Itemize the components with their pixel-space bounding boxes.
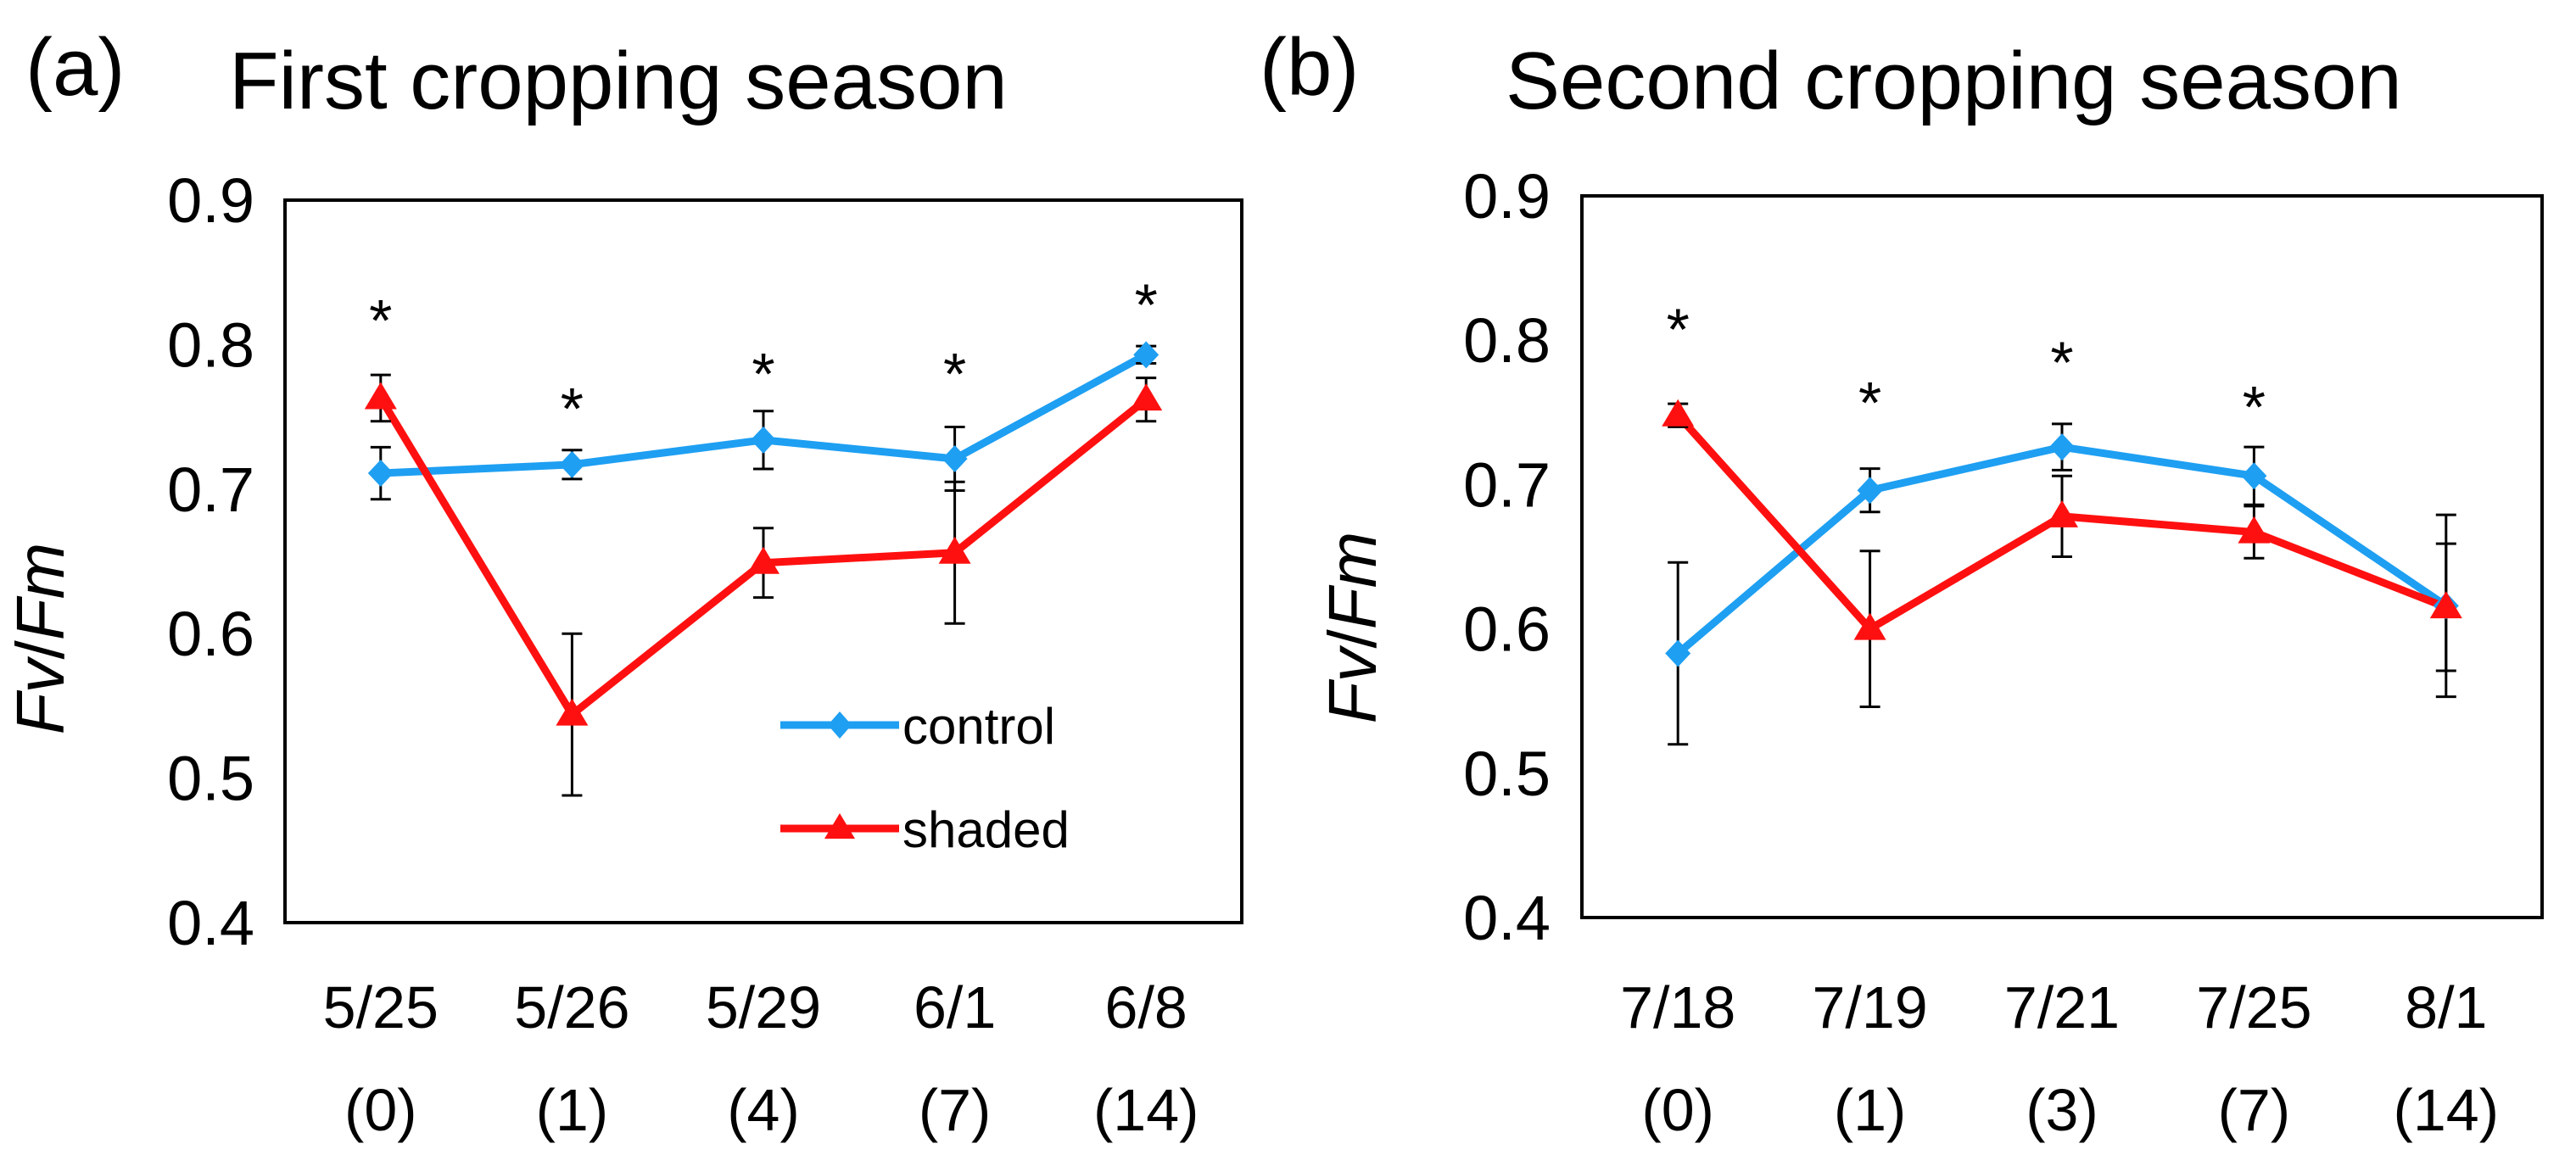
panel-a-x-sublabels: (0) (1) (4) (7) (14) xyxy=(344,1077,1199,1143)
panel-b-xtick-sublabel: (1) xyxy=(1834,1077,1907,1143)
panel-b-xtick-sublabel: (7) xyxy=(2218,1077,2291,1143)
panel-b-ytick-label: 0.6 xyxy=(1463,594,1551,665)
significance-asterisk: * xyxy=(2050,329,2073,395)
panel-a-y-ticks: 0.4 0.5 0.6 0.7 0.8 0.9 xyxy=(167,165,254,958)
panel-a-ytick-label: 0.8 xyxy=(167,310,254,380)
panel-b-ytick-label: 0.7 xyxy=(1463,449,1551,520)
panel-a-xtick-label: 5/29 xyxy=(706,974,821,1040)
panel-a-xtick-sublabel: (14) xyxy=(1093,1077,1199,1143)
panel-b-y-axis-label-separator: / xyxy=(1315,628,1390,648)
panel-b-ytick-label: 0.5 xyxy=(1463,739,1551,809)
panel-a-xtick-sublabel: (7) xyxy=(919,1077,992,1143)
control-point-marker xyxy=(2049,433,2075,460)
panel-b-x-sublabels: (0) (1) (3) (7) (14) xyxy=(1641,1077,2499,1143)
control-point-marker xyxy=(368,460,394,487)
control-point-marker xyxy=(559,451,584,478)
panel-b-series xyxy=(1662,399,2462,745)
panel-a-title: First cropping season xyxy=(229,36,1008,126)
significance-asterisk: * xyxy=(752,341,774,407)
panel-b-ytick-label: 0.4 xyxy=(1463,883,1551,953)
significance-asterisk: * xyxy=(1667,296,1690,362)
panel-b-significance-markers: * * * * xyxy=(1667,296,2266,440)
panel-a-y-axis-label-fv: Fv xyxy=(3,656,78,734)
panel-b-xtick-sublabel: (14) xyxy=(2394,1077,2499,1143)
panel-b-y-axis-label: Fv/Fm xyxy=(1315,532,1390,724)
panel-b-xtick-label: 7/25 xyxy=(2196,974,2311,1040)
legend-shaded-label: shaded xyxy=(902,801,1070,858)
panel-a-xtick-label: 6/1 xyxy=(914,974,996,1040)
panel-a-xtick-label: 6/8 xyxy=(1105,974,1187,1040)
legend-control-label: control xyxy=(902,698,1055,755)
panel-a-ytick-label: 0.5 xyxy=(167,744,254,814)
panel-a-xtick-label: 5/26 xyxy=(514,974,629,1040)
panel-a: (a) First cropping season Fv/Fm 0.4 0.5 … xyxy=(3,22,1242,1143)
panel-b-y-axis-label-fv: Fv xyxy=(1315,644,1390,723)
shaded-point-marker xyxy=(1662,399,1694,427)
panel-a-xtick-sublabel: (1) xyxy=(536,1077,609,1143)
panel-b-xtick-sublabel: (3) xyxy=(2026,1077,2098,1143)
shaded-point-marker xyxy=(1130,383,1162,410)
panel-b-y-axis-label-fm: Fm xyxy=(1315,532,1390,630)
panel-b: (b) Second cropping season Fv/Fm 0.4 0.5… xyxy=(1260,22,2542,1143)
panel-a-ytick-label: 0.9 xyxy=(167,165,254,236)
control-point-marker xyxy=(751,427,776,454)
panel-b-ytick-label: 0.8 xyxy=(1463,305,1551,376)
panel-a-ytick-label: 0.7 xyxy=(167,455,254,525)
significance-asterisk: * xyxy=(561,376,584,442)
panel-a-y-axis-label-fm: Fm xyxy=(3,543,78,641)
panel-a-xtick-sublabel: (4) xyxy=(727,1077,800,1143)
legend: control shaded xyxy=(780,698,1070,858)
panel-a-ytick-label: 0.4 xyxy=(167,888,254,958)
control-point-marker xyxy=(942,445,968,472)
panel-a-ytick-label: 0.6 xyxy=(167,599,254,669)
shaded-point-marker xyxy=(365,382,397,409)
panel-b-x-categories: 7/18 7/19 7/21 7/25 8/1 xyxy=(1620,974,2487,1040)
figure: (a) First cropping season Fv/Fm 0.4 0.5 … xyxy=(0,0,2576,1166)
panel-b-letter: (b) xyxy=(1260,22,1359,113)
panel-a-y-axis-label: Fv/Fm xyxy=(3,543,78,735)
significance-asterisk: * xyxy=(2243,374,2266,440)
panel-b-xtick-label: 7/21 xyxy=(2004,974,2120,1040)
panel-b-ytick-label: 0.9 xyxy=(1463,161,1551,232)
legend-control-diamond-icon xyxy=(828,711,852,739)
significance-asterisk: * xyxy=(369,287,392,354)
panel-a-xtick-sublabel: (0) xyxy=(344,1077,417,1143)
panel-b-xtick-label: 7/19 xyxy=(1812,974,1927,1040)
panel-b-xtick-sublabel: (0) xyxy=(1641,1077,1714,1143)
panel-b-xtick-label: 7/18 xyxy=(1620,974,1735,1040)
significance-asterisk: * xyxy=(943,341,966,407)
panel-a-y-axis-label-separator: / xyxy=(3,639,78,659)
panel-b-title: Second cropping season xyxy=(1506,36,2402,126)
panel-b-xtick-label: 8/1 xyxy=(2405,974,2487,1040)
panel-b-y-ticks: 0.4 0.5 0.6 0.7 0.8 0.9 xyxy=(1463,161,1551,953)
panel-a-letter: (a) xyxy=(25,22,125,113)
panel-a-xtick-label: 5/25 xyxy=(323,974,439,1040)
significance-asterisk: * xyxy=(1858,370,1881,436)
significance-asterisk: * xyxy=(1135,271,1158,338)
panel-a-x-categories: 5/25 5/26 5/29 6/1 6/8 xyxy=(323,974,1187,1040)
